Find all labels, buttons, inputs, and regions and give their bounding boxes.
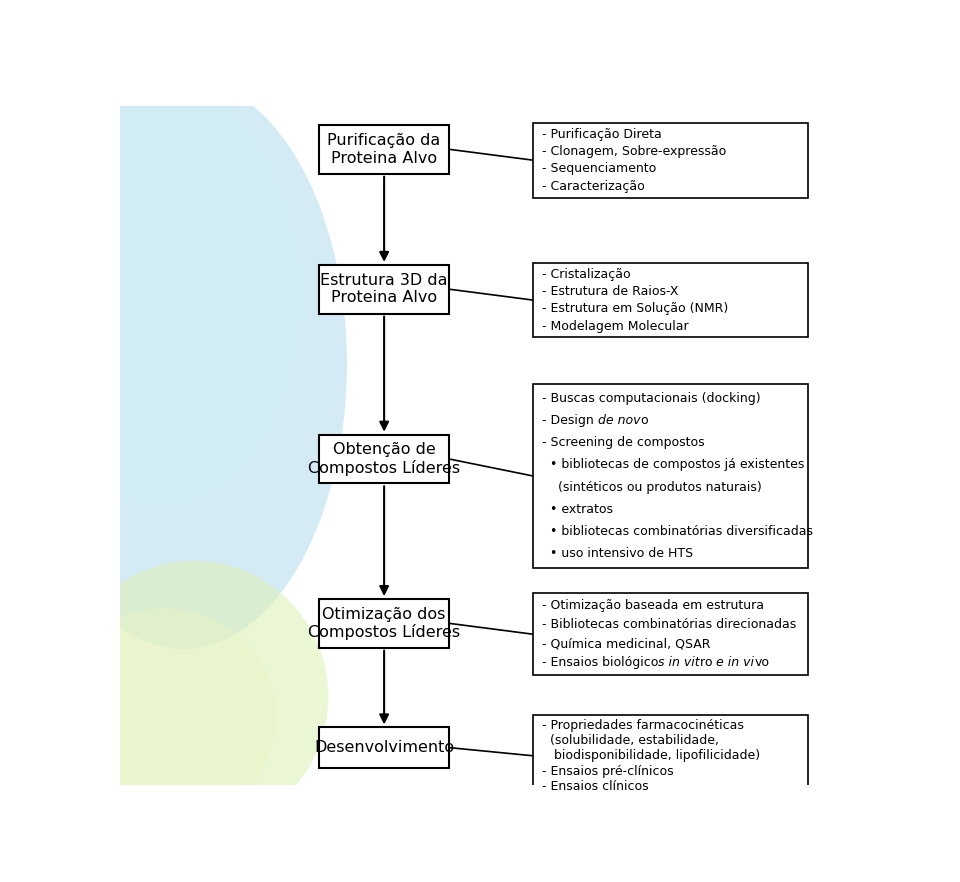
Text: - Modelagem Molecular: - Modelagem Molecular: [541, 319, 688, 333]
Text: - Sequenciamento: - Sequenciamento: [541, 162, 656, 176]
Ellipse shape: [23, 86, 306, 506]
Text: de nov: de nov: [593, 415, 640, 427]
Text: Obtenção de
Compostos Líderes: Obtenção de Compostos Líderes: [308, 442, 460, 475]
Text: Purificação da
Proteina Alvo: Purificação da Proteina Alvo: [327, 133, 441, 166]
Text: Estrutura 3D da
Proteina Alvo: Estrutura 3D da Proteina Alvo: [321, 273, 448, 305]
Ellipse shape: [53, 609, 276, 826]
FancyBboxPatch shape: [533, 594, 808, 675]
Ellipse shape: [60, 561, 328, 833]
FancyBboxPatch shape: [533, 263, 808, 338]
Text: o: o: [640, 415, 648, 427]
Text: - Buscas computacionais (docking): - Buscas computacionais (docking): [541, 392, 760, 405]
Text: - Ensaios biológico: - Ensaios biológico: [541, 656, 659, 669]
Text: - Cristalização: - Cristalização: [541, 267, 631, 280]
FancyBboxPatch shape: [319, 599, 449, 647]
Text: s in vit: s in vit: [659, 656, 700, 669]
Text: Desenvolvimento: Desenvolvimento: [314, 740, 454, 755]
Text: - Química medicinal, QSAR: - Química medicinal, QSAR: [541, 637, 710, 650]
Text: • bibliotecas combinatórias diversificadas: • bibliotecas combinatórias diversificad…: [541, 525, 813, 538]
Text: Otimização dos
Compostos Líderes: Otimização dos Compostos Líderes: [308, 607, 460, 640]
FancyBboxPatch shape: [533, 385, 808, 568]
Text: ro: ro: [700, 656, 716, 669]
Text: • bibliotecas de compostos já existentes: • bibliotecas de compostos já existentes: [541, 459, 804, 471]
Text: - Design: - Design: [541, 415, 593, 427]
Text: - Screening de compostos: - Screening de compostos: [541, 437, 705, 449]
Text: e in vi: e in vi: [716, 656, 755, 669]
FancyBboxPatch shape: [533, 715, 808, 796]
Ellipse shape: [19, 78, 347, 649]
Text: - Ensaios pré-clínicos: - Ensaios pré-clínicos: [541, 765, 674, 778]
Text: - Caracterização: - Caracterização: [541, 180, 644, 193]
Text: - Bibliotecas combinatórias direcionadas: - Bibliotecas combinatórias direcionadas: [541, 618, 796, 632]
FancyBboxPatch shape: [319, 265, 449, 314]
Text: - Clonagem, Sobre-expressão: - Clonagem, Sobre-expressão: [541, 145, 726, 158]
FancyBboxPatch shape: [319, 728, 449, 768]
Text: (sintéticos ou produtos naturais): (sintéticos ou produtos naturais): [541, 481, 761, 494]
Text: - Otimização baseada em estrutura: - Otimização baseada em estrutura: [541, 599, 764, 612]
Text: - Estrutura de Raios-X: - Estrutura de Raios-X: [541, 285, 679, 298]
FancyBboxPatch shape: [533, 123, 808, 198]
Text: vo: vo: [755, 656, 769, 669]
Text: • extratos: • extratos: [541, 503, 612, 516]
Text: - Purificação Direta: - Purificação Direta: [541, 128, 661, 140]
Text: biodisponibilidade, lipofilicidade): biodisponibilidade, lipofilicidade): [541, 750, 760, 762]
Text: - Propriedades farmacocinéticas: - Propriedades farmacocinéticas: [541, 719, 744, 731]
Text: - Estrutura em Solução (NMR): - Estrutura em Solução (NMR): [541, 303, 728, 315]
Text: - Ensaios clínicos: - Ensaios clínicos: [541, 780, 648, 793]
Text: • uso intensivo de HTS: • uso intensivo de HTS: [541, 547, 693, 560]
FancyBboxPatch shape: [319, 125, 449, 174]
FancyBboxPatch shape: [319, 435, 449, 483]
Text: (solubilidade, estabilidade,: (solubilidade, estabilidade,: [541, 734, 719, 747]
